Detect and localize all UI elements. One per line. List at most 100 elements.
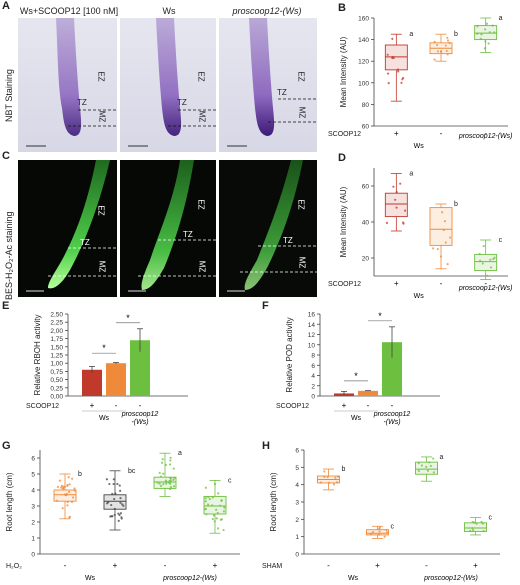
data-point [479, 37, 482, 40]
data-point [471, 520, 474, 524]
data-point [117, 519, 120, 523]
significance-star: * [378, 311, 382, 321]
panel-label-f: F [262, 300, 269, 312]
treatment-sign: - [425, 561, 428, 570]
treatment-row-label: SCOOP12 [26, 403, 59, 410]
y-tick-label: 2,50 [50, 312, 63, 319]
panel-label-c: C [2, 150, 10, 162]
chart-d-intensity-bes: 20 40 60 Mean Intensity (AU) a b c SCOOP12 + - - Ws… [328, 168, 513, 300]
y-tick-label: 8 [311, 353, 315, 360]
chart-g-root-length-h2o2: 0 1 2 3 4 5 6 Root length (cm) b bc a c H₂O₂ - + - + Ws pr… [5, 450, 240, 582]
data-point [378, 530, 381, 533]
box [153, 476, 177, 489]
data-point [493, 256, 496, 259]
data-point [173, 477, 176, 480]
y-tick-label: 3 [31, 504, 35, 511]
data-point [471, 527, 474, 530]
data-point [488, 31, 491, 34]
treatment-sign: + [90, 401, 95, 410]
data-point [484, 40, 487, 43]
panel-label-a: A [2, 0, 10, 12]
data-point [328, 481, 331, 484]
data-point [443, 220, 447, 223]
data-point [429, 464, 432, 468]
zone-label-ez: EZ [96, 205, 106, 216]
data-point [204, 500, 207, 503]
y-tick-label: 2 [311, 383, 315, 390]
data-point [475, 522, 478, 525]
data-point [62, 487, 65, 490]
data-point [479, 259, 482, 262]
y-tick-label: 0,75 [50, 369, 63, 376]
data-point [217, 492, 220, 495]
treatment-sign: + [394, 279, 399, 288]
data-point [402, 76, 405, 80]
significance-letter: a [409, 170, 413, 177]
zone-label-tz: TZ [277, 88, 287, 97]
data-point [486, 274, 489, 277]
y-tick-label: 4 [311, 373, 315, 380]
y-tick-label: 2,25 [50, 320, 63, 327]
zone-label-tz: TZ [183, 230, 193, 239]
data-point [110, 503, 113, 507]
micrograph-bes-proscoop12 [219, 160, 317, 297]
data-point [386, 53, 389, 56]
y-tick-label: 4 [295, 482, 299, 489]
data-point [204, 486, 207, 489]
data-point [444, 44, 447, 47]
data-point [433, 40, 436, 43]
data-point [323, 470, 326, 473]
treatment-sign: + [375, 561, 380, 570]
data-point [60, 486, 63, 489]
y-tick-label: 0,50 [50, 377, 63, 384]
data-point [483, 47, 486, 50]
data-point [446, 36, 449, 39]
data-point [417, 462, 420, 465]
significance-letter: a [499, 15, 503, 22]
treatment-sign: - [440, 129, 443, 138]
y-tick-label: 4 [31, 488, 35, 495]
treatment-sign: - [164, 561, 167, 570]
data-point [119, 489, 122, 492]
y-tick-label: 2 [31, 520, 35, 527]
data-point [472, 529, 475, 532]
data-point [169, 487, 172, 491]
data-point [169, 459, 172, 462]
data-point [395, 191, 398, 194]
treatment-sign: - [391, 401, 394, 410]
data-point [332, 483, 335, 486]
y-tick-label: 60 [362, 184, 370, 191]
row-label-nbt: NBT Staining [4, 69, 14, 122]
data-point [491, 24, 494, 27]
treatment-sign: - [327, 561, 330, 570]
data-point [439, 255, 443, 258]
data-point [222, 528, 225, 532]
data-point [425, 465, 428, 468]
data-point [68, 516, 71, 519]
zone-label-ez: EZ [196, 199, 206, 210]
data-point [493, 31, 496, 34]
data-point [426, 469, 430, 472]
treatment-sign: + [213, 561, 218, 570]
y-axis-label: Root length (cm) [5, 472, 14, 531]
data-point [169, 456, 172, 459]
data-point [119, 501, 122, 504]
data-point [436, 248, 439, 251]
data-point [442, 228, 445, 232]
data-point [61, 507, 64, 510]
significance-letter: b [342, 466, 346, 473]
y-tick-label: 10 [308, 342, 316, 349]
group-label-ws: Ws [348, 575, 359, 582]
zone-label-mz: MZ [197, 110, 207, 123]
treatment-row-label: SCOOP12 [276, 403, 309, 410]
group-label-ws: Ws [414, 293, 425, 300]
y-tick-label: 1,00 [50, 361, 63, 368]
data-point [72, 496, 75, 499]
data-point [169, 477, 172, 480]
data-point [399, 182, 402, 185]
data-point [112, 482, 115, 486]
significance-letter: c [391, 523, 395, 530]
group-label-ws: Ws [351, 415, 362, 422]
y-tick-label: 6 [311, 363, 315, 370]
data-point [158, 482, 161, 485]
